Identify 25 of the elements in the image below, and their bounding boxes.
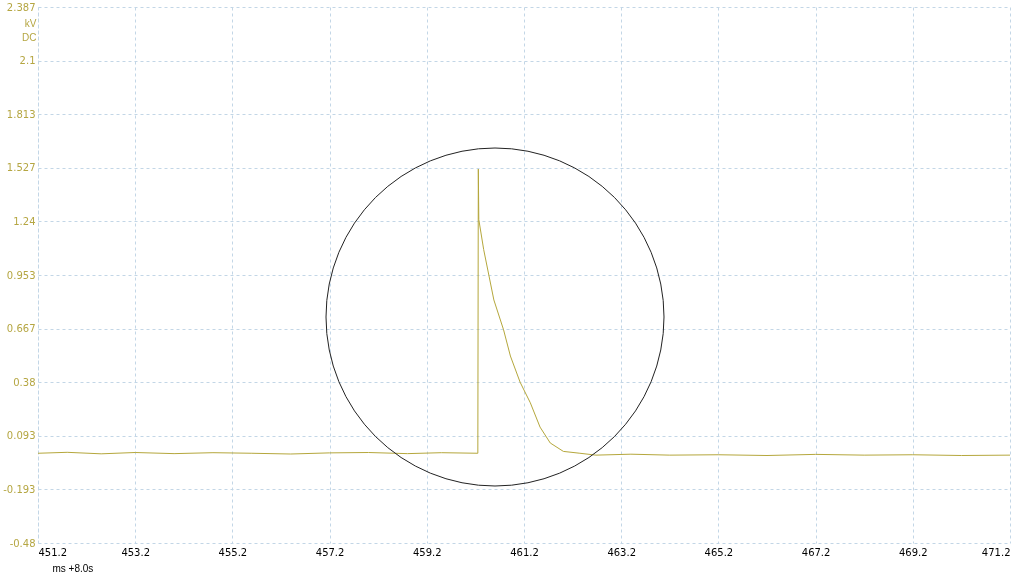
x-tick-label: 469.2 xyxy=(898,546,928,558)
y-tick-label: 1.24 xyxy=(13,215,36,227)
y-tick-label: -0.193 xyxy=(3,483,36,495)
y-tick-label: 0.093 xyxy=(6,430,36,442)
y-tick-label: 2.1 xyxy=(19,55,36,67)
y-axis-title: kV DC xyxy=(22,17,37,43)
x-tick-label: 471.2 xyxy=(981,546,1011,558)
y-tick-label: 0.953 xyxy=(6,269,36,281)
x-tick-label: 451.2 xyxy=(38,546,68,558)
x-tick-label: 457.2 xyxy=(315,546,345,558)
y-tick-label: 0.667 xyxy=(6,323,36,335)
line-series xyxy=(38,168,1010,457)
y-tick-label: 1.527 xyxy=(6,162,36,174)
x-tick-label: 461.2 xyxy=(510,546,539,558)
x-tick-label: 455.2 xyxy=(218,546,248,558)
y-tick-label: -0.48 xyxy=(9,537,36,549)
y-tick-label: 2.387 xyxy=(6,1,36,13)
x-tick-label: 467.2 xyxy=(801,546,831,558)
x-tick-label: 463.2 xyxy=(607,546,637,558)
x-tick-label: 459.2 xyxy=(412,546,442,558)
y-tick-label: 0.38 xyxy=(13,376,36,388)
y-tick-label: 1.813 xyxy=(6,108,36,120)
x-tick-label: 465.2 xyxy=(704,546,734,558)
x-axis-title: ms +8.0s xyxy=(52,562,94,574)
x-tick-label: 453.2 xyxy=(121,546,151,558)
